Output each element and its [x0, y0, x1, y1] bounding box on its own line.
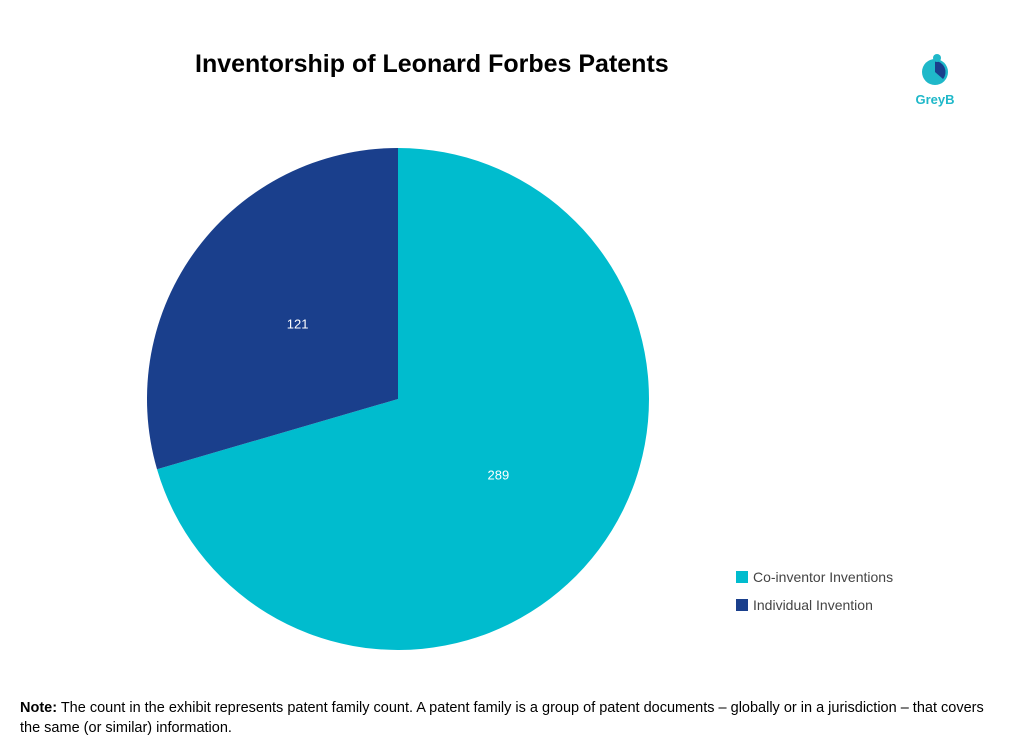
greyb-logo: GreyB	[910, 52, 960, 112]
note-label: Note:	[20, 700, 58, 716]
chart-title: Inventorship of Leonard Forbes Patents	[195, 50, 669, 78]
legend-swatch-co-inventor	[736, 571, 748, 583]
pie-labels: 289 121	[287, 317, 509, 483]
note-text: The count in the exhibit represents pate…	[20, 700, 984, 736]
legend-label-co-inventor: Co-inventor Inventions	[753, 569, 894, 585]
pie-chart: 289 121	[146, 148, 649, 650]
legend-swatch-individual	[736, 599, 748, 611]
legend-item-individual: Individual Invention	[736, 591, 893, 619]
pie-slice-0	[157, 148, 649, 650]
pie-data-label-0: 289	[488, 467, 510, 482]
greyb-logo-icon	[922, 54, 948, 85]
legend-label-individual: Individual Invention	[753, 597, 873, 613]
pie-data-label-1: 121	[287, 317, 309, 332]
pie-slices	[146, 148, 649, 650]
legend-item-co-inventor: Co-inventor Inventions	[736, 563, 893, 591]
pie-slice-1	[146, 148, 398, 470]
footnote: Note: The count in the exhibit represent…	[20, 698, 1004, 738]
logo-text: GreyB	[915, 92, 955, 107]
chart-legend: Co-inventor Inventions Individual Invent…	[736, 563, 893, 619]
